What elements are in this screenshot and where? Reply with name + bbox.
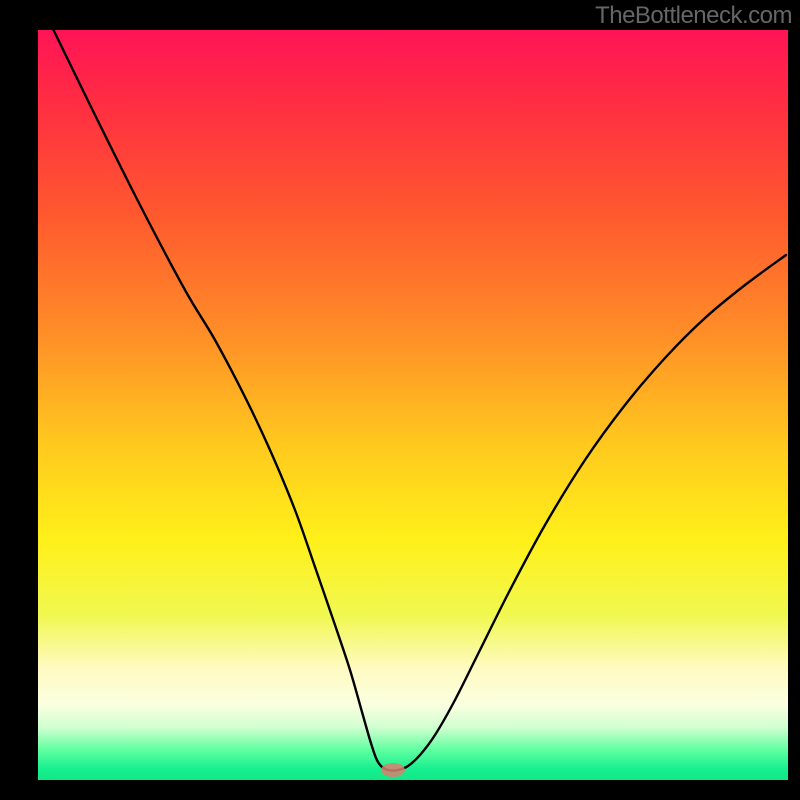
chart-container: TheBottleneck.com <box>0 0 800 800</box>
gradient-background <box>38 30 788 780</box>
optimal-point-marker <box>381 763 405 777</box>
watermark-text: TheBottleneck.com <box>595 2 792 30</box>
bottleneck-curve-chart <box>0 0 800 800</box>
